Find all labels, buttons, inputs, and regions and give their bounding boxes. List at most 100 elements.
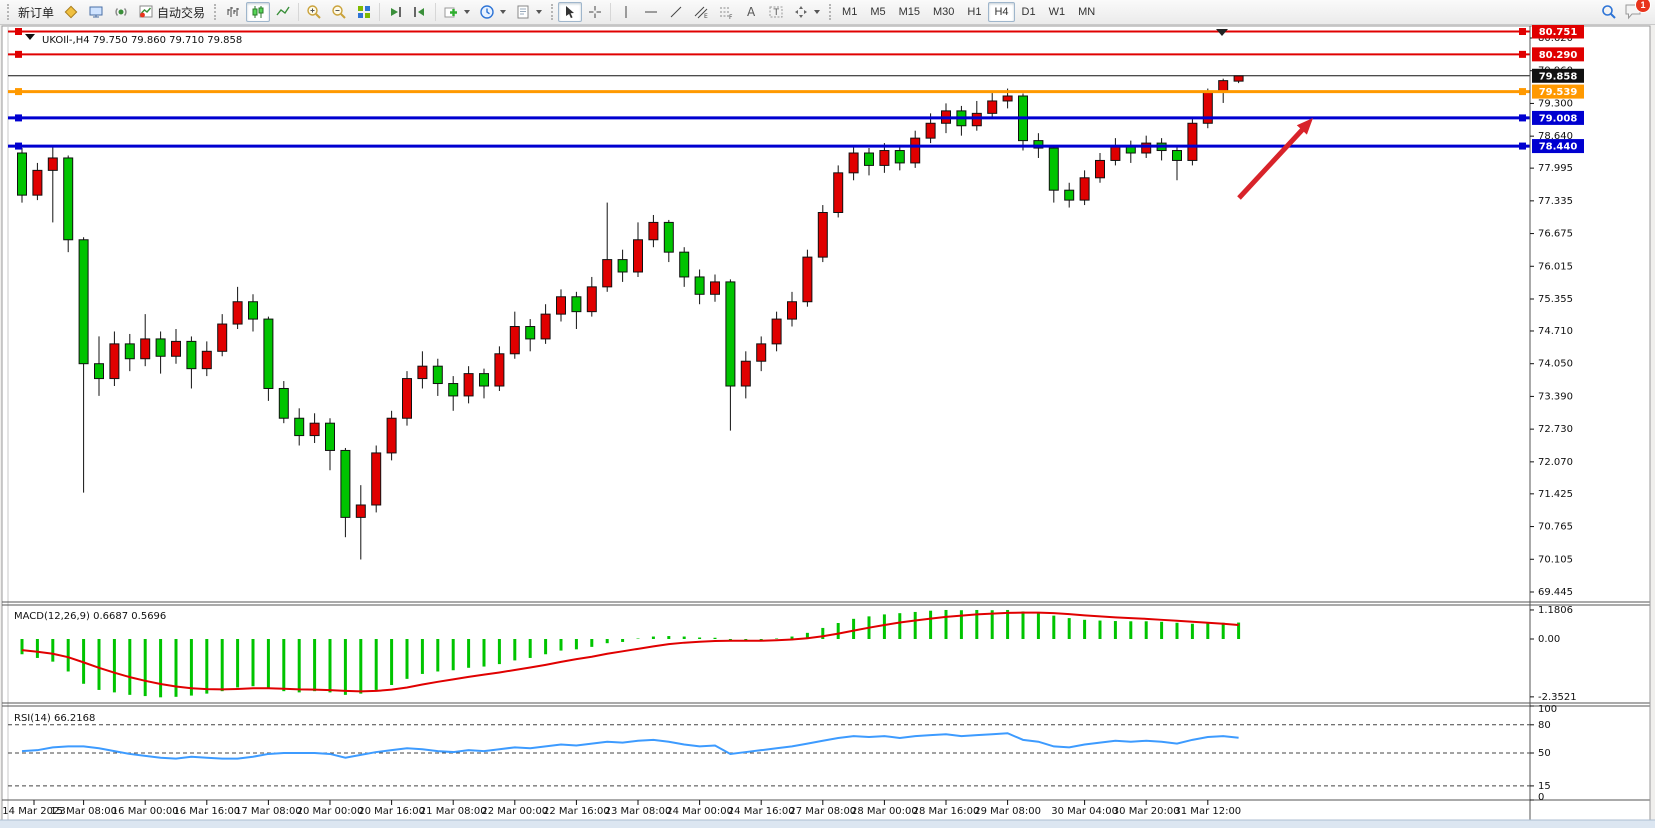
price-tick-label: 70.765 xyxy=(1538,522,1573,533)
auto-scroll-icon xyxy=(387,4,403,20)
candle xyxy=(971,100,982,131)
candle xyxy=(494,346,505,391)
macd-label: MACD(12,26,9) 0.6687 0.5696 xyxy=(14,611,166,622)
line-handle xyxy=(1519,50,1526,58)
tab-timeframe-d1[interactable]: D1 xyxy=(1016,2,1042,22)
horizontal-line-button[interactable] xyxy=(639,2,663,22)
tab-timeframe-w1[interactable]: W1 xyxy=(1043,2,1072,22)
zoom-in-button[interactable] xyxy=(302,2,326,22)
macd-layer xyxy=(20,609,1241,698)
periods-button[interactable] xyxy=(475,2,510,22)
zoom-out-button[interactable] xyxy=(327,2,351,22)
price-line[interactable] xyxy=(8,142,1530,150)
candle xyxy=(78,237,89,493)
fibonacci-button[interactable]: F xyxy=(714,2,738,22)
notifications-button[interactable]: 1 xyxy=(1624,0,1651,23)
tab-timeframe-h1[interactable]: H1 xyxy=(961,2,987,22)
candle xyxy=(910,130,921,168)
price-tick-label: 74.710 xyxy=(1538,326,1573,337)
indicators-icon xyxy=(443,4,459,20)
autotrading-button[interactable]: 自动交易 xyxy=(134,2,209,22)
date-tick-label: 14 Mar 2023 xyxy=(2,806,65,817)
price-badge: 79.539 xyxy=(1532,84,1584,99)
arrow-annotation-head[interactable] xyxy=(1296,118,1313,135)
signals-button[interactable] xyxy=(109,2,133,22)
candle xyxy=(1064,182,1075,208)
market-chart-button[interactable] xyxy=(59,2,83,22)
search-icon[interactable] xyxy=(1600,3,1618,21)
toolbar-separator xyxy=(379,3,381,21)
line-handle xyxy=(15,88,22,96)
tab-timeframe-h4[interactable]: H4 xyxy=(988,2,1015,22)
auto-scroll-button[interactable] xyxy=(383,2,407,22)
cursor-button[interactable] xyxy=(558,2,583,22)
autotrading-label: 自动交易 xyxy=(157,5,206,20)
chart-area[interactable]: 80.62079.96079.30078.64077.99577.33576.6… xyxy=(0,24,1655,828)
arrow-annotation-layer[interactable] xyxy=(1237,118,1313,200)
candle xyxy=(679,247,690,287)
line-chart-button[interactable] xyxy=(271,2,295,22)
price-line[interactable] xyxy=(8,50,1530,58)
text-button[interactable]: A xyxy=(739,2,763,22)
vertical-line-icon xyxy=(618,4,634,20)
price-axis[interactable]: 80.62079.96079.30078.64077.99577.33576.6… xyxy=(1530,24,1584,803)
chart-shift-icon xyxy=(412,4,428,20)
toolbar-grip[interactable] xyxy=(214,4,217,20)
tile-windows-button[interactable] xyxy=(352,2,376,22)
tab-timeframe-m1[interactable]: M1 xyxy=(836,2,863,22)
toolbar-grip[interactable] xyxy=(7,4,9,20)
symbol-dropdown-icon[interactable] xyxy=(25,34,35,40)
macd-tick-label: 1.1806 xyxy=(1538,605,1573,616)
trendline-button[interactable] xyxy=(664,2,688,22)
price-tick-label: 76.015 xyxy=(1538,261,1573,272)
candle xyxy=(571,291,582,329)
svg-text:A: A xyxy=(747,5,756,19)
candlestick-chart-button[interactable] xyxy=(246,2,271,22)
price-badge: 79.858 xyxy=(1532,68,1584,83)
hlines-layer[interactable] xyxy=(8,28,1530,150)
signal-icon xyxy=(113,4,129,20)
vertical-line-button[interactable] xyxy=(614,2,638,22)
price-line[interactable] xyxy=(8,28,1530,36)
svg-text:79.008: 79.008 xyxy=(1539,113,1578,124)
arrow-annotation[interactable] xyxy=(1237,127,1305,200)
data-window-button[interactable] xyxy=(84,2,108,22)
tab-timeframe-m30[interactable]: M30 xyxy=(927,2,960,22)
candle xyxy=(140,314,151,367)
candle xyxy=(432,358,443,396)
price-tick-label: 76.675 xyxy=(1538,229,1573,240)
chart-shift-button[interactable] xyxy=(408,2,432,22)
date-tick-label: 30 Mar 20:00 xyxy=(1113,806,1180,817)
candle xyxy=(386,410,397,461)
new-order-button[interactable]: 新订单 xyxy=(14,2,58,22)
chart-shift-marker-icon[interactable] xyxy=(1216,29,1228,36)
text-label-button[interactable]: T xyxy=(764,2,788,22)
crosshair-button[interactable] xyxy=(583,2,607,22)
indicators-button[interactable] xyxy=(439,2,474,22)
toolbar-grip[interactable] xyxy=(551,4,554,20)
templates-icon xyxy=(515,4,531,20)
bar-chart-button[interactable] xyxy=(221,2,245,22)
tab-timeframe-m5[interactable]: M5 xyxy=(864,2,891,22)
price-line[interactable] xyxy=(8,88,1530,96)
templates-button[interactable] xyxy=(511,2,546,22)
date-tick-label: 17 Mar 08:00 xyxy=(235,806,302,817)
date-tick-label: 15 Mar 08:00 xyxy=(50,806,117,817)
candle xyxy=(1048,145,1059,203)
fibonacci-icon: F xyxy=(718,4,734,20)
bar-chart-icon xyxy=(225,4,241,20)
price-tick-label: 75.355 xyxy=(1538,294,1573,305)
arrows-button[interactable] xyxy=(789,2,824,22)
chevron-down-icon xyxy=(500,10,507,14)
tab-timeframe-m15[interactable]: M15 xyxy=(893,2,926,22)
toolbar-grip[interactable] xyxy=(829,4,832,20)
price-line[interactable] xyxy=(8,114,1530,122)
rsi-tick-label: 50 xyxy=(1538,748,1551,759)
equidistant-channel-icon: E xyxy=(693,4,709,20)
candle xyxy=(833,165,844,218)
tab-timeframe-mn[interactable]: MN xyxy=(1072,2,1101,22)
candle xyxy=(32,162,43,201)
candle xyxy=(94,336,104,396)
equidistant-channel-button[interactable]: E xyxy=(689,2,713,22)
